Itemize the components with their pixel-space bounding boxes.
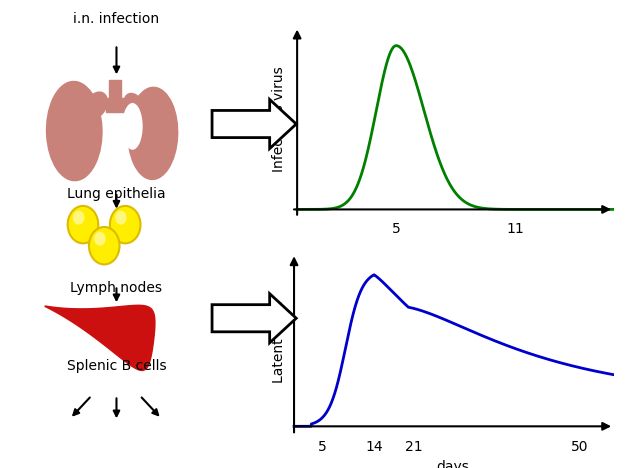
Ellipse shape (127, 87, 179, 180)
Text: Lymph nodes: Lymph nodes (70, 281, 163, 295)
Polygon shape (45, 305, 155, 371)
Ellipse shape (68, 206, 98, 243)
Ellipse shape (110, 206, 141, 243)
Y-axis label: Infectious virus: Infectious virus (272, 66, 285, 172)
Ellipse shape (123, 93, 144, 118)
Ellipse shape (73, 211, 84, 225)
Text: i.n. infection: i.n. infection (73, 12, 160, 26)
Polygon shape (106, 80, 123, 112)
Text: Splenic B cells: Splenic B cells (66, 359, 166, 373)
Polygon shape (212, 294, 296, 343)
Ellipse shape (89, 227, 120, 264)
Ellipse shape (122, 103, 142, 150)
Ellipse shape (94, 232, 106, 246)
Text: Lung epithelia: Lung epithelia (67, 187, 166, 201)
Y-axis label: Latent virus: Latent virus (272, 300, 285, 383)
Ellipse shape (115, 211, 127, 225)
X-axis label: days: days (436, 460, 469, 468)
Ellipse shape (84, 91, 108, 119)
Polygon shape (212, 99, 296, 148)
Ellipse shape (46, 81, 103, 181)
